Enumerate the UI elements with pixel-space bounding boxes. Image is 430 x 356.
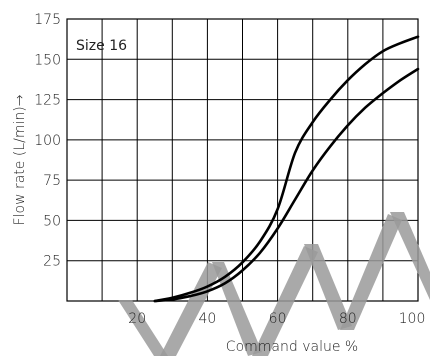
watermark-stroke: [252, 246, 318, 356]
watermark-stroke: [340, 214, 402, 330]
x-tick-label: 100: [399, 311, 426, 327]
y-tick-label: 175: [34, 12, 61, 28]
watermark-stroke: [160, 262, 222, 356]
curves: [153, 35, 420, 303]
x-tick-label: 40: [198, 311, 216, 327]
x-axis-title: Command value %: [226, 339, 358, 355]
watermark-stroke: [304, 244, 352, 330]
watermark: [118, 212, 430, 356]
y-axis-title: Flow rate (L/min)→: [12, 94, 28, 225]
watermark-stroke: [390, 212, 430, 300]
x-tick-label: 20: [128, 311, 146, 327]
tick-labels: 25 50 75 100 125 150 175 20 40 60 80 100: [34, 12, 425, 327]
plot-frame: [66, 18, 419, 302]
watermark-stroke: [118, 300, 168, 356]
y-tick-label: 150: [34, 52, 61, 68]
y-tick-label: 100: [34, 133, 61, 149]
x-tick-label: 80: [339, 311, 357, 327]
size-annotation: Size 16: [76, 38, 127, 54]
y-tick-label: 50: [43, 213, 61, 229]
watermark-stroke: [212, 262, 262, 356]
y-tick-label: 75: [43, 173, 61, 189]
y-tick-label: 25: [43, 254, 61, 270]
x-tick-label: 60: [269, 311, 287, 327]
flow-curve-2: [153, 67, 420, 303]
grid: [66, 18, 419, 302]
y-tick-label: 125: [34, 93, 61, 109]
flow-curve-1: [153, 35, 420, 303]
